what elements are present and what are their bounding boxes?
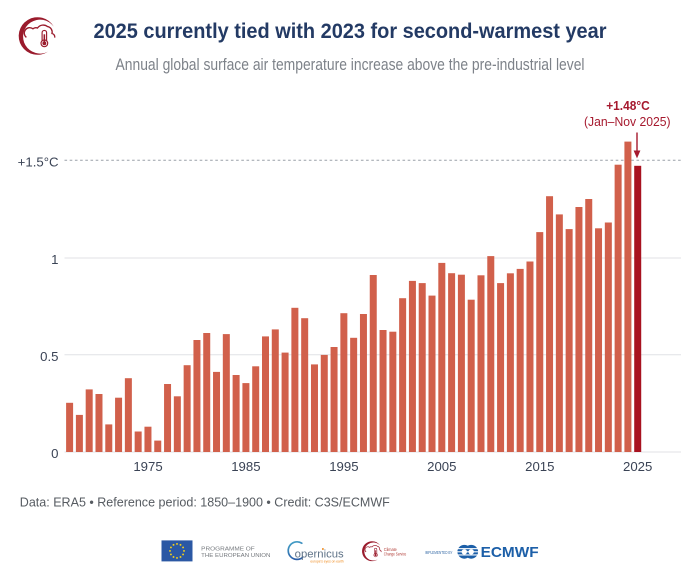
svg-text:1975: 1975 [133,459,162,474]
svg-text:THE EUROPEAN UNION: THE EUROPEAN UNION [201,553,270,559]
svg-text:1995: 1995 [329,459,358,474]
svg-text:europe's eyes on earth: europe's eyes on earth [310,559,343,563]
svg-text:1: 1 [51,252,58,267]
svg-text:0.5: 0.5 [40,349,58,364]
svg-text:+1.5°C: +1.5°C [18,155,59,170]
svg-text:Change Service: Change Service [384,552,407,557]
svg-text:Annual global surface air temp: Annual global surface air temperature in… [116,56,585,74]
svg-text:ECMWF: ECMWF [481,545,539,561]
svg-text:PROGRAMME OF: PROGRAMME OF [201,546,255,552]
svg-text:IMPLEMENTED BY: IMPLEMENTED BY [425,550,453,555]
svg-text:2025 currently tied with 2023: 2025 currently tied with 2023 for second… [94,19,607,43]
svg-text:+1.48°C: +1.48°C [606,98,650,113]
svg-text:2015: 2015 [525,459,554,474]
svg-text:2005: 2005 [427,459,456,474]
svg-text:opernicus: opernicus [295,549,344,561]
svg-text:1985: 1985 [231,459,260,474]
svg-text:Data: ERA5 • Reference period:: Data: ERA5 • Reference period: 1850–1900… [20,495,390,510]
svg-text:Climate: Climate [384,547,398,552]
svg-text:2025: 2025 [623,459,652,474]
svg-text:0: 0 [51,446,58,461]
svg-text:(Jan–Nov 2025): (Jan–Nov 2025) [584,114,671,129]
